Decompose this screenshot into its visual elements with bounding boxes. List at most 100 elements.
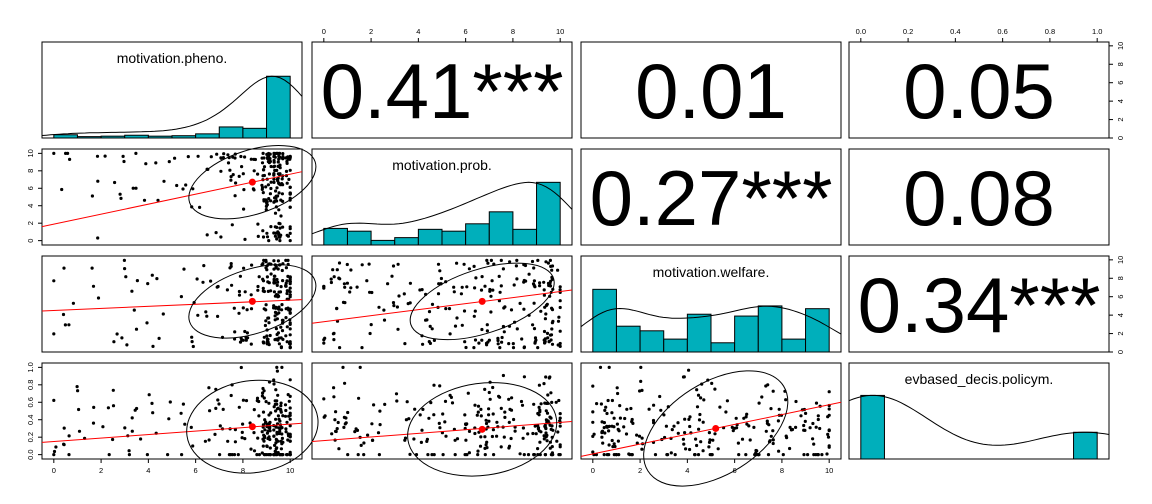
scatter-point [532,266,536,270]
scatter-point [548,258,553,262]
scatter-point [332,338,336,342]
scatter-point [802,453,806,457]
panel-frame [848,41,1110,139]
scatter-point [520,403,525,407]
scatter-point [272,164,277,168]
scatter-point [286,432,290,436]
scatter-point [232,306,236,310]
scatter-point [429,401,433,405]
scatter-point [276,280,280,284]
scatter-point [612,416,616,420]
scatter-point [184,183,188,187]
scatter-point [509,408,514,412]
scatter-point [550,424,554,428]
scatter-point [276,307,281,311]
scatter-point [260,394,264,398]
y-tick-label: 0.0 [26,449,35,459]
scatter-point [771,441,775,446]
scatter-point [267,172,271,176]
scatter-point [249,157,253,161]
scatter-point [542,382,546,386]
y-tick-label: 0.8 [26,380,35,390]
scatter-point [543,340,547,345]
x-tick-label: 2 [638,466,642,475]
scatter-point [91,421,96,425]
scatter-point [207,438,211,442]
scatter-point [257,275,261,279]
scatter-point [507,420,511,424]
scatter-point [272,290,276,294]
scatter-point [263,428,267,432]
scatter-point [483,453,487,457]
scatter-point [550,308,555,312]
scatter-point [332,395,336,399]
panel-frame [311,362,573,460]
scatter-point [386,282,390,286]
scatter-point [491,385,495,390]
scatter-point [687,368,691,372]
scatter-point [322,415,326,419]
scatter-point [591,410,595,414]
scatter-point [707,445,711,449]
x-tick-label: 0 [591,466,595,475]
scatter-point [249,293,253,297]
scatter-point [754,451,758,455]
scatter-point [682,375,686,379]
scatter-point [334,410,338,414]
scatter-point [249,307,254,311]
scatter-point [286,393,290,397]
scatter-point [273,225,277,229]
scatter-point [488,397,492,401]
scatter-point [284,266,288,270]
scatter-point [288,227,292,231]
scatter-point [394,392,399,396]
histogram-bar [663,338,688,353]
scatter-point [485,323,489,327]
scatter-point [776,419,781,423]
scatter-point [771,389,775,393]
scatter-point [390,274,394,278]
scatter-point [276,393,280,397]
scatter-point [521,436,525,440]
scatter-point [288,168,292,172]
scatter-point [284,408,288,413]
scatter-point [344,416,348,420]
scatter-point [515,327,519,331]
scatter-point [284,169,289,173]
scatter-point [606,398,610,403]
scatter-point [479,407,483,411]
correlation-ellipse [188,264,317,339]
scatter-point [240,436,244,440]
scatter-point [246,336,250,340]
scatter-point [150,273,154,277]
scatter-point [180,453,184,457]
correlation-ellipse [643,370,789,487]
scatter-point [288,156,292,160]
scatter-point [377,305,381,309]
scatter-point [90,266,94,270]
scatter-point [473,403,477,407]
x-tick-label: 0.0 [856,27,866,36]
scatter-point [618,416,623,420]
scatter-point [256,222,260,226]
scatter-point [616,439,621,443]
scatter-point [353,430,357,434]
x-tick-label: 10 [286,466,294,475]
scatter-point [281,414,285,418]
scatter-point [378,409,382,413]
scatter-point [264,303,268,307]
scatter-point [550,400,554,404]
scatter-point [430,453,434,457]
scatter-point [265,268,269,272]
scatter-point [150,401,154,405]
scatter-point [123,267,127,271]
scatter-point [814,401,819,405]
scatter-point [752,425,756,429]
scatter-point [133,408,137,412]
scatter-point [799,414,803,418]
scatter-point [814,453,818,457]
scatter-point [816,414,820,418]
scatter-point [267,421,271,426]
scatter-point [538,284,542,288]
scatter-point [52,453,56,457]
